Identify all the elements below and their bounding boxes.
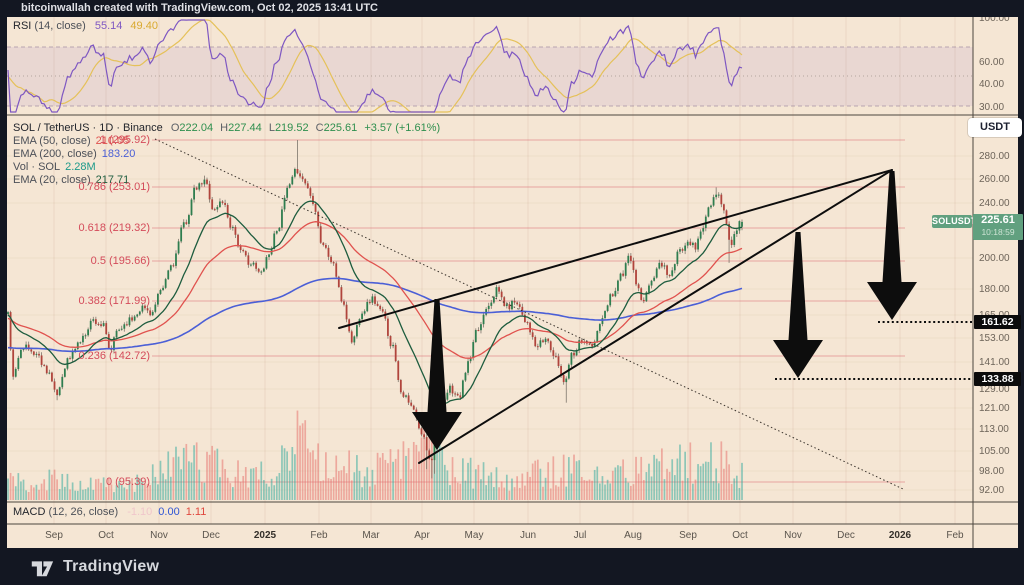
tradingview-logo-icon[interactable] <box>29 554 55 580</box>
chart-title-bar: bitcoinwallah created with TradingView.c… <box>0 0 1024 17</box>
currency-toggle-button[interactable]: USDT <box>968 118 1022 137</box>
chart-title-text: bitcoinwallah created with TradingView.c… <box>21 2 379 14</box>
bottom-logo-bar: TradingView <box>0 548 1024 585</box>
tradingview-logo-text[interactable]: TradingView <box>63 557 160 575</box>
